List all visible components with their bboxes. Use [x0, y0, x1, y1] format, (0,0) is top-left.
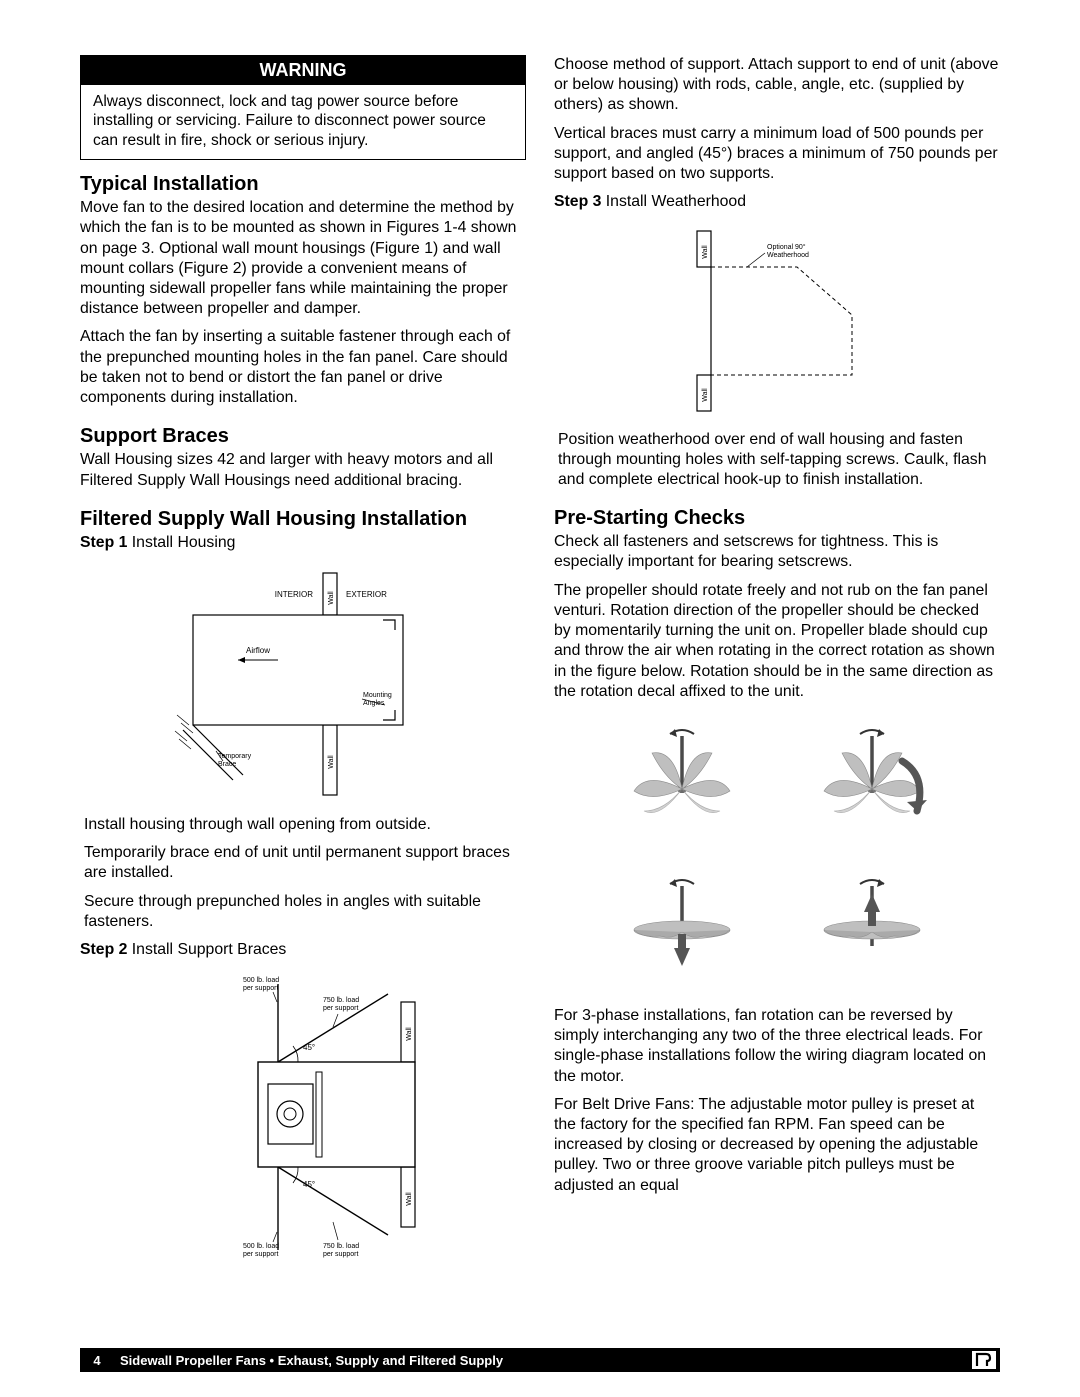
svg-text:Wall: Wall: [406, 1192, 413, 1206]
svg-text:Wall: Wall: [702, 244, 709, 258]
svg-text:Wall: Wall: [702, 387, 709, 401]
step2-title: Install Support Braces: [127, 941, 286, 958]
prestart-p2: The propeller should rotate freely and n…: [554, 581, 1000, 702]
step3-p1: Position weatherhood over end of wall ho…: [558, 430, 1000, 491]
step1-p1: Install housing through wall opening fro…: [84, 815, 526, 835]
prestart-heading: Pre-Starting Checks: [554, 507, 1000, 530]
svg-text:Wall: Wall: [328, 591, 335, 605]
step1-p3: Secure through prepunched holes in angle…: [84, 892, 526, 932]
warning-body: Always disconnect, lock and tag power so…: [81, 85, 525, 159]
left-column: WARNING Always disconnect, lock and tag …: [80, 55, 526, 1320]
svg-text:Optional 90°Weatherhood: Optional 90°Weatherhood: [767, 243, 809, 259]
step2-line: Step 2 Install Support Braces: [80, 940, 526, 960]
choose-p1: Choose method of support. Attach support…: [554, 55, 1000, 116]
svg-text:500 lb. loadper support: 500 lb. loadper support: [243, 1243, 279, 1258]
step3-title: Install Weatherhood: [601, 193, 746, 210]
svg-text:500 lb. loadper support: 500 lb. loadper support: [243, 977, 279, 992]
support-heading: Support Braces: [80, 425, 526, 448]
step1-p2: Temporarily brace end of unit until perm…: [84, 843, 526, 883]
logo-icon: [972, 1351, 996, 1369]
svg-text:45°: 45°: [303, 1043, 315, 1052]
typical-p2: Attach the fan by inserting a suitable f…: [80, 327, 526, 408]
filtered-heading: Filtered Supply Wall Housing Installatio…: [80, 508, 526, 531]
prestart-p4: For Belt Drive Fans: The adjustable moto…: [554, 1095, 1000, 1196]
warning-box: WARNING Always disconnect, lock and tag …: [80, 55, 526, 160]
footer-title: Sidewall Propeller Fans • Exhaust, Suppl…: [114, 1353, 503, 1368]
warning-header: WARNING: [81, 56, 525, 85]
typical-heading: Typical Installation: [80, 173, 526, 196]
figure-weatherhood: Wall Wall Optional 90°Weatherhood: [657, 225, 897, 420]
step3-label: Step 3: [554, 193, 601, 210]
step1-line: Step 1 Install Housing: [80, 533, 526, 553]
svg-text:EXTERIOR: EXTERIOR: [346, 590, 387, 599]
figure-install-housing: Wall Wall INTERIOR EXTERIOR Airflow Moun…: [163, 565, 443, 805]
choose-p2: Vertical braces must carry a minimum loa…: [554, 124, 1000, 185]
step1-title: Install Housing: [127, 534, 235, 551]
step2-label: Step 2: [80, 941, 127, 958]
support-p1: Wall Housing sizes 42 and larger with he…: [80, 450, 526, 490]
svg-text:Wall: Wall: [406, 1027, 413, 1041]
svg-text:Wall: Wall: [328, 755, 335, 769]
prestart-p3: For 3-phase installations, fan rotation …: [554, 1006, 1000, 1087]
svg-text:750 lb. loadper support: 750 lb. loadper support: [323, 1243, 359, 1258]
svg-text:Airflow: Airflow: [246, 646, 270, 655]
prestart-p1: Check all fasteners and setscrews for ti…: [554, 532, 1000, 572]
typical-p1: Move fan to the desired location and det…: [80, 198, 526, 319]
footer: 4 Sidewall Propeller Fans • Exhaust, Sup…: [80, 1348, 1000, 1372]
figure-rotation: [582, 716, 972, 996]
svg-text:INTERIOR: INTERIOR: [275, 590, 313, 599]
figure-support-braces: Wall Wall 45° 45°: [163, 972, 443, 1262]
svg-text:45°: 45°: [303, 1180, 315, 1189]
right-column: Choose method of support. Attach support…: [554, 55, 1000, 1320]
step3-line: Step 3 Install Weatherhood: [554, 192, 1000, 212]
svg-text:750 lb. loadper support: 750 lb. loadper support: [323, 997, 359, 1012]
page-number: 4: [80, 1353, 114, 1368]
step1-label: Step 1: [80, 534, 127, 551]
